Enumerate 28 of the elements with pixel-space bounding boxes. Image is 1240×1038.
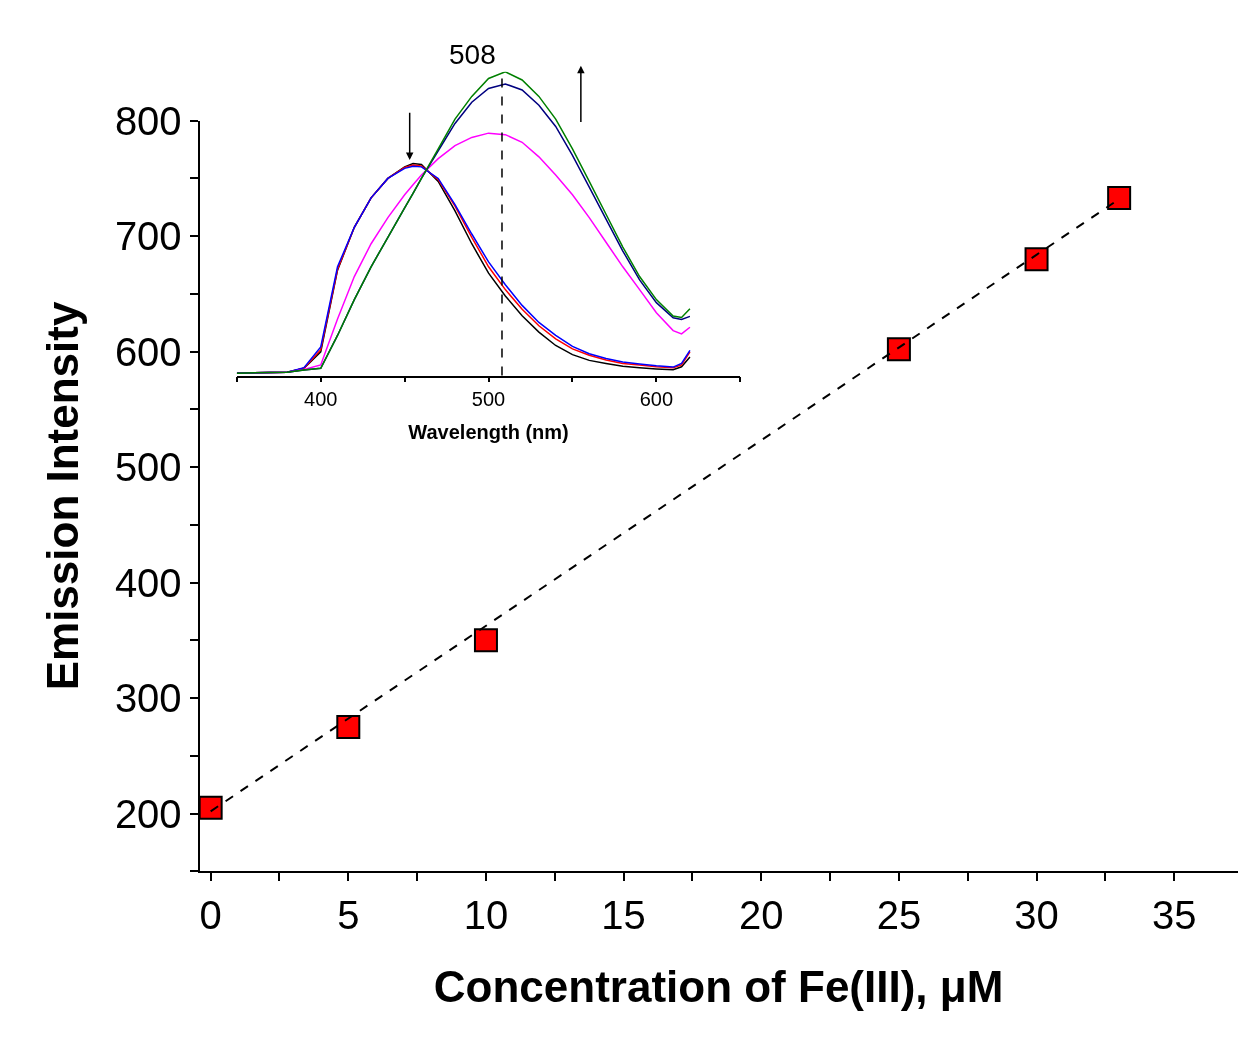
x-tick-label: 20 <box>739 893 784 938</box>
point <box>198 795 223 820</box>
x-tick-label: 30 <box>1014 893 1059 938</box>
ref-line-label: 508 <box>449 39 496 70</box>
x-tick-label: 15 <box>601 893 646 938</box>
point <box>886 337 911 362</box>
x-tick-label: 35 <box>1151 893 1197 938</box>
x-tick-label: 0 <box>199 893 222 938</box>
point <box>1024 247 1049 272</box>
x-tick-label: 600 <box>639 388 674 411</box>
point <box>336 714 361 739</box>
x-tick-label: 5 <box>337 893 360 938</box>
x-tick-label: 500 <box>471 388 506 411</box>
y-tick-label: 600 <box>114 329 182 374</box>
y-tick-label: 800 <box>114 98 182 143</box>
y-axis-title: Emission Intensity <box>38 301 88 691</box>
y-tick-label: 300 <box>114 676 182 721</box>
point <box>473 628 498 653</box>
y-tick-label: 700 <box>114 214 182 259</box>
y-tick-label: 200 <box>114 791 182 836</box>
y-tick-label: 500 <box>114 445 182 490</box>
x-axis-title: Wavelength (nm) <box>408 421 569 444</box>
x-tick-label: 25 <box>876 893 922 938</box>
x-axis-title: Concentration of Fe(III), μM <box>433 962 1004 1012</box>
y-tick-label: 400 <box>114 560 182 605</box>
x-tick-label: 400 <box>304 388 338 411</box>
x-tick-label: 10 <box>463 893 509 938</box>
point <box>1107 185 1132 210</box>
